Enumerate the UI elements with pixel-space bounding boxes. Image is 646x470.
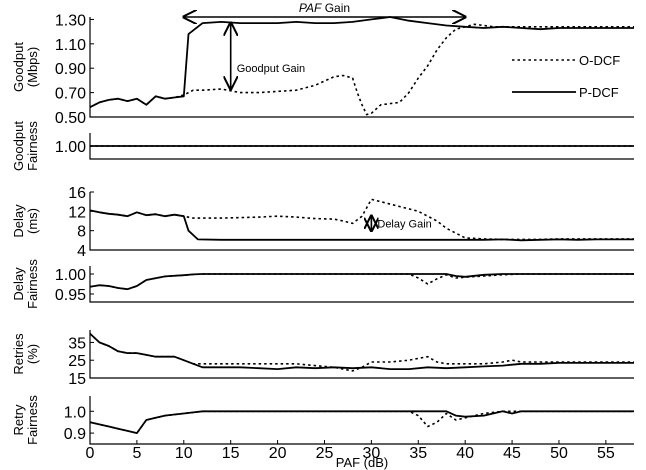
delay-gain-label: Delay Gain [377,218,431,230]
goodput-gain-label: Goodput Gain [237,63,305,75]
x-tick-label: 0 [86,445,95,462]
axes-frame [89,266,634,303]
y-tick-label: 0.95 [55,287,86,304]
x-tick-label: 15 [222,445,240,462]
legend-label: P-DCF [579,85,619,100]
panel-goodput-fairness: 1.00 GoodputFairness [11,121,634,171]
series-line-o-dcf [89,198,634,241]
series-line-o-dcf [89,333,634,372]
y-tick-label: 1.00 [55,267,86,284]
legend-label: O-DCF [579,53,620,68]
panel-goodput: 1.30 1.10 0.90 0.70 0.50 Goodput(Mbps) O-DCF P-… [11,12,634,127]
y-tick-label: 1.00 [55,139,86,156]
axes-frame [89,396,634,445]
series-line-o-dcf [89,23,634,116]
x-tick-label: 25 [316,445,334,462]
y-tick-label: 15 [68,371,86,388]
x-tick-label: 40 [456,445,474,462]
series-line-p-dcf [89,332,634,371]
series-line-p-dcf [89,410,634,435]
y-tick-label: 1.0 [64,404,86,421]
y-axis-label: DelayFairness [11,259,40,309]
series-line-p-dcf [89,273,634,291]
y-tick-label: 0.50 [55,110,86,127]
series-line-p-dcf [89,16,634,109]
y-axis-label: RetryFairness [11,395,40,445]
panel-delay-fairness: 1.00 0.95 DelayFairness [11,259,634,309]
y-axis-label: GoodputFairness [11,121,40,171]
paf-gain-label: PAF Gain [299,1,350,15]
x-tick-label: 55 [597,445,615,462]
x-axis-label: PAF (dB) [336,455,389,470]
panel-delay: 16 12 8 4 Delay(ms) [11,185,634,260]
y-axis-label: Delay(ms) [11,204,40,238]
axes-frame [89,17,634,118]
y-tick-label: 1.30 [55,12,86,29]
x-tick-label: 45 [503,445,521,462]
x-tick-label: 10 [175,445,193,462]
y-tick-label: 12 [68,204,86,221]
y-axis-label: Goodput(Mbps) [11,42,40,92]
y-tick-label: 1.10 [55,37,86,54]
x-tick-label: 5 [132,445,141,462]
y-tick-label: 0.90 [55,61,86,78]
x-tick-label: 50 [550,445,568,462]
y-tick-label: 8 [77,224,86,241]
series-line-p-dcf [89,209,634,242]
x-tick-label: 20 [269,445,287,462]
x-tick-label: 30 [362,445,380,462]
y-axis-label: Retries(%) [11,333,40,375]
panel-retry-fairness: 1.0 0.9 RetryFairness [11,395,634,445]
y-tick-label: 0.70 [55,86,86,103]
axes-frame [89,133,634,160]
y-tick-label: 16 [68,185,86,202]
axes-frame [89,330,634,379]
y-tick-label: 25 [68,353,86,370]
legend: O-DCF P-DCF [512,53,620,100]
x-tick-label: 35 [409,445,427,462]
y-tick-label: 0.9 [64,426,86,443]
y-tick-label: 35 [68,335,86,352]
y-tick-label: 4 [77,243,86,260]
axes-frame [89,192,634,251]
